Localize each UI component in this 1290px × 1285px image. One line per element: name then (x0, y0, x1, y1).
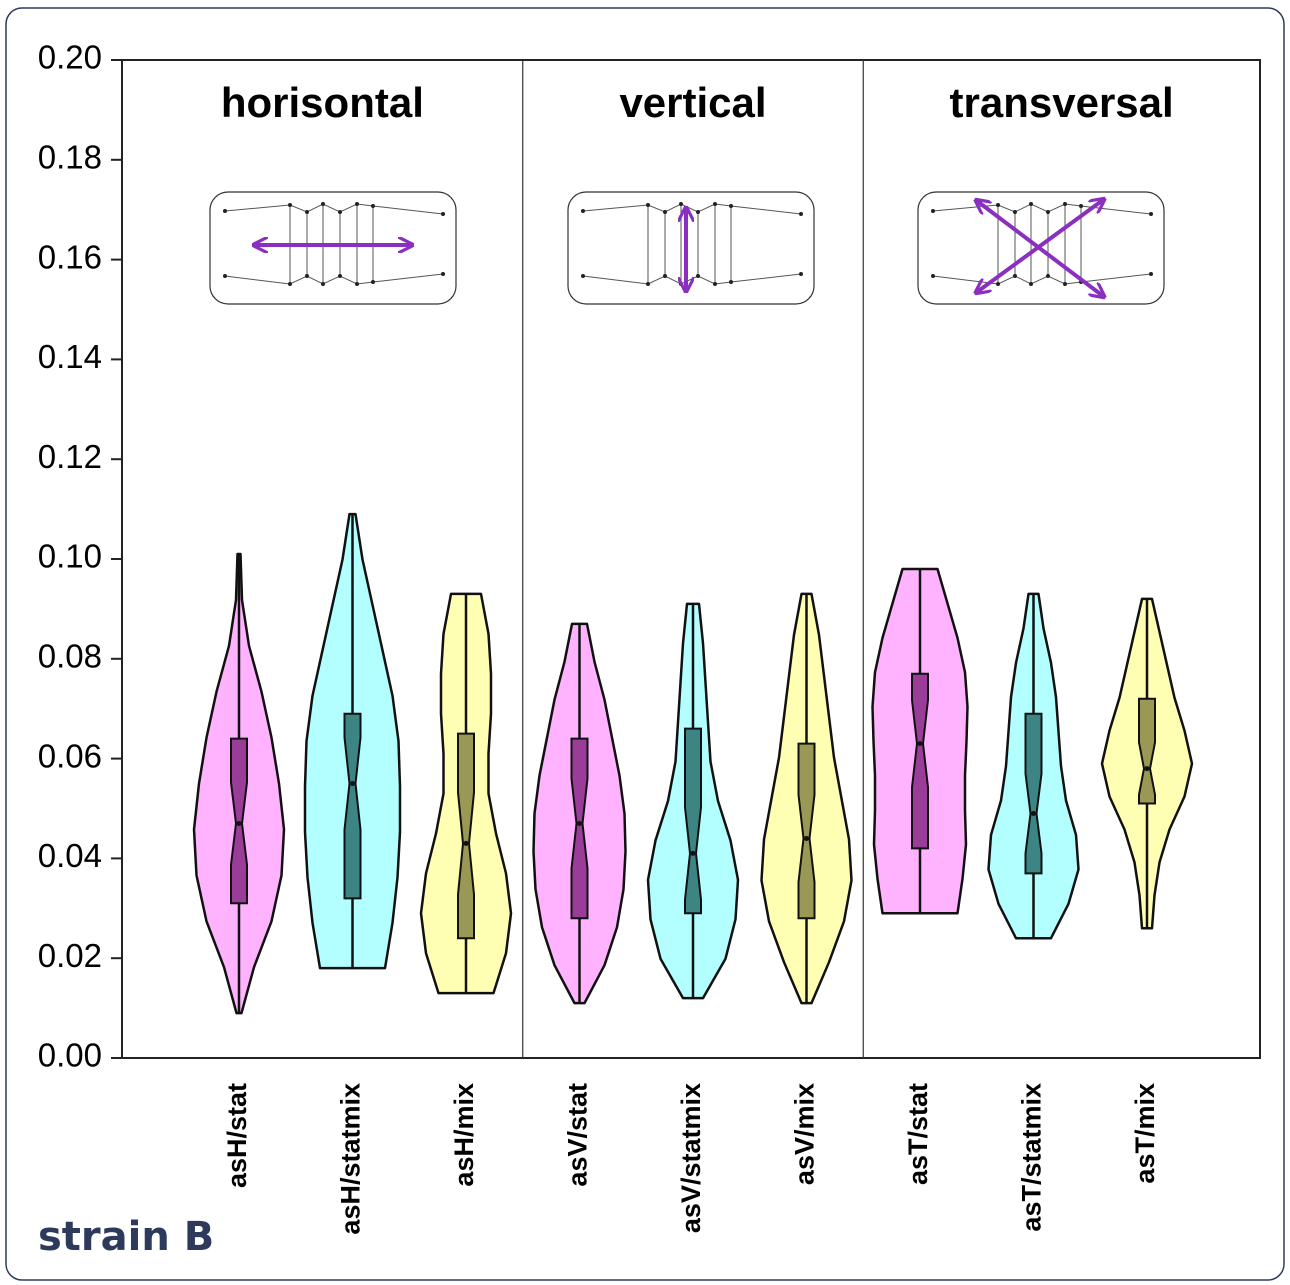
icon-transversal (918, 192, 1164, 304)
y-tick-label: 0.10 (38, 538, 102, 575)
median (691, 851, 696, 856)
y-tick-label: 0.02 (38, 937, 102, 974)
y-tick-label: 0.18 (38, 139, 102, 176)
median (918, 741, 923, 746)
median (464, 841, 469, 846)
box (912, 674, 928, 849)
y-tick-label: 0.16 (38, 238, 102, 275)
x-tick-label: asV/stat (563, 1083, 593, 1187)
median (577, 821, 582, 826)
x-tick-label: asT/statmix (1017, 1083, 1047, 1232)
panel-title: horisontal (221, 79, 424, 126)
panel-title: transversal (950, 79, 1174, 126)
median (1145, 766, 1150, 771)
box (1026, 714, 1042, 874)
y-tick-label: 0.00 (38, 1037, 102, 1074)
y-tick-label: 0.20 (38, 39, 102, 76)
box (345, 714, 361, 899)
icon-vertical (568, 192, 814, 304)
y-tick-label: 0.06 (38, 737, 102, 774)
y-tick-label: 0.04 (38, 837, 102, 874)
x-tick-label: asH/stat (222, 1083, 252, 1188)
median (237, 821, 242, 826)
icon-horizontal (210, 192, 456, 304)
panel-title: vertical (619, 79, 766, 126)
box (685, 729, 701, 914)
x-tick-label: asV/statmix (676, 1083, 706, 1233)
x-tick-label: asH/mix (449, 1083, 479, 1187)
caption: strain B (38, 1214, 214, 1260)
x-tick-label: asT/mix (1130, 1083, 1160, 1184)
y-tick-label: 0.12 (38, 438, 102, 475)
chart: 0.00 0.02 0.04 0.06 0.08 0.10 0.12 0.14 0.16 0.18… (0, 0, 1290, 1285)
y-tick-label: 0.08 (38, 638, 102, 675)
median (804, 836, 809, 841)
median (350, 781, 355, 786)
x-tick-label: asV/mix (790, 1083, 820, 1185)
y-tick-label: 0.14 (38, 338, 102, 375)
median (1031, 811, 1036, 816)
x-tick-label: asH/statmix (336, 1083, 366, 1235)
box (1139, 699, 1155, 804)
x-tick-label: asT/stat (903, 1083, 933, 1185)
